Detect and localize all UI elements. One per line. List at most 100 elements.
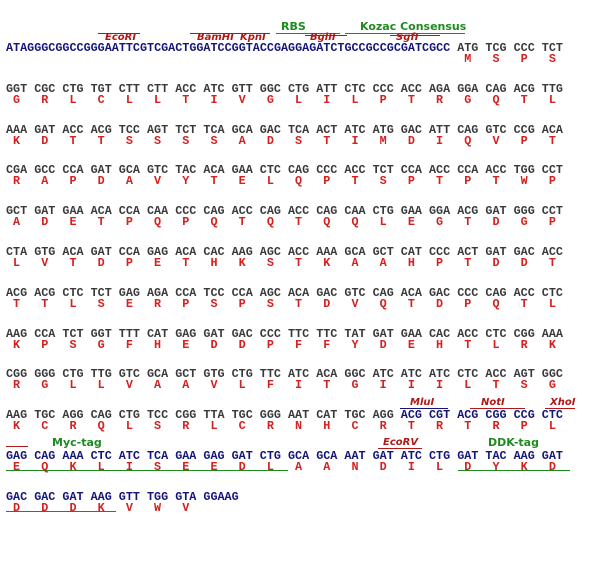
site-label: EcoRI bbox=[105, 32, 137, 43]
amino-acid: L bbox=[238, 378, 246, 393]
codon: AGC bbox=[259, 245, 281, 259]
amino-acid: R bbox=[436, 419, 444, 434]
codon: GTC bbox=[118, 367, 140, 382]
codon: GCT bbox=[175, 367, 197, 382]
codon: CAA bbox=[344, 204, 366, 219]
amino-acid: D bbox=[266, 133, 274, 148]
codon: ACC bbox=[485, 163, 507, 178]
amino-acid: T bbox=[520, 296, 528, 311]
amino-acid: T bbox=[492, 378, 500, 393]
amino-acid: I bbox=[323, 92, 331, 107]
amino-acid: Y bbox=[182, 174, 190, 189]
amino-acid: D bbox=[379, 337, 387, 352]
amino-acid: H bbox=[210, 256, 218, 270]
amino-acid: K bbox=[238, 256, 246, 270]
amino-acid: T bbox=[210, 174, 218, 189]
amino-acid: A bbox=[379, 256, 387, 270]
codon: ACC bbox=[62, 122, 84, 137]
codon: ACC bbox=[288, 204, 310, 219]
codon: GAC bbox=[231, 326, 253, 341]
amino-acid: S bbox=[154, 133, 162, 148]
codon: CGG bbox=[6, 367, 28, 382]
codon: CAG bbox=[203, 204, 225, 219]
tag-underline bbox=[6, 511, 116, 512]
amino-acid: A bbox=[154, 378, 162, 393]
codon: TGC bbox=[344, 408, 366, 423]
codon: GCA bbox=[231, 122, 253, 137]
codon: ACC bbox=[513, 285, 535, 300]
amino-acid: Q bbox=[210, 215, 218, 230]
codon: ACA bbox=[288, 285, 310, 300]
codon: CTG bbox=[429, 449, 451, 463]
amino-acid: Q bbox=[492, 92, 500, 107]
amino-acid: L bbox=[97, 460, 105, 474]
codon: CAT bbox=[147, 326, 169, 341]
codon: GCA bbox=[118, 163, 140, 178]
amino-acid: P bbox=[548, 215, 556, 230]
amino-acid: L bbox=[266, 460, 274, 474]
codon: GAC bbox=[316, 285, 338, 300]
amino-acid: L bbox=[351, 92, 359, 107]
codon: GAC bbox=[259, 122, 281, 137]
amino-acid: P bbox=[125, 256, 133, 270]
codon: ACA bbox=[541, 122, 563, 137]
amino-acid: D bbox=[548, 460, 556, 474]
amino-acid: L bbox=[125, 92, 133, 107]
amino-acid: T bbox=[548, 133, 556, 148]
amino-acid: T bbox=[464, 419, 472, 434]
site-line bbox=[545, 408, 575, 409]
codon: CCA bbox=[175, 285, 197, 300]
amino-acid: I bbox=[407, 378, 415, 393]
codon: ACA bbox=[316, 367, 338, 382]
amino-acid: I bbox=[407, 460, 415, 474]
codon: TGT bbox=[90, 81, 112, 96]
codon: AGT bbox=[147, 122, 169, 137]
codon: ATC bbox=[203, 81, 225, 96]
amino-acid: F bbox=[266, 378, 274, 393]
codon: CAG bbox=[90, 408, 112, 423]
codon: GGA bbox=[429, 204, 451, 219]
codon: TGG bbox=[147, 489, 169, 504]
amino-acid: P bbox=[266, 337, 274, 352]
codon: GCA bbox=[344, 245, 366, 259]
amino-acid: T bbox=[548, 256, 556, 270]
amino-acid: P bbox=[464, 174, 472, 189]
codon: GAG bbox=[175, 326, 197, 341]
amino-acid: R bbox=[13, 174, 21, 189]
codon: CTC bbox=[90, 449, 112, 463]
amino-acid: L bbox=[13, 256, 21, 270]
amino-acid: S bbox=[97, 296, 105, 311]
amino-acid: I bbox=[379, 378, 387, 393]
codon: ATC bbox=[400, 449, 422, 463]
amino-acid: S bbox=[295, 133, 303, 148]
codon: CCC bbox=[259, 326, 281, 341]
codon: CAG bbox=[485, 81, 507, 96]
codon: GGC bbox=[344, 367, 366, 382]
codon: TGG bbox=[513, 163, 535, 178]
codon: GAC bbox=[513, 245, 535, 259]
codon: CTG bbox=[259, 449, 281, 463]
amino-acid: M bbox=[464, 52, 472, 66]
amino-acid: T bbox=[407, 419, 415, 434]
codon: ACT bbox=[316, 122, 338, 137]
codon: GAG bbox=[118, 285, 140, 300]
amino-acid: D bbox=[41, 500, 49, 515]
codon: CCT bbox=[541, 204, 563, 219]
amino-acid: D bbox=[520, 256, 528, 270]
amino-acid: E bbox=[13, 460, 21, 474]
amino-acid: S bbox=[210, 296, 218, 311]
codon: GAT bbox=[541, 449, 563, 463]
amino-acid: T bbox=[351, 174, 359, 189]
codon: TAC bbox=[175, 163, 197, 178]
amino-acid: A bbox=[351, 256, 359, 270]
codon: TCT bbox=[175, 122, 197, 137]
codon: CTT bbox=[147, 81, 169, 96]
codon: CTG bbox=[372, 204, 394, 219]
amino-acid: T bbox=[41, 296, 49, 311]
amino-acid: D bbox=[238, 460, 246, 474]
amino-acid: K bbox=[97, 500, 105, 515]
amino-acid: E bbox=[182, 460, 190, 474]
codon: CCC bbox=[372, 81, 394, 96]
codon: TCA bbox=[288, 122, 310, 137]
